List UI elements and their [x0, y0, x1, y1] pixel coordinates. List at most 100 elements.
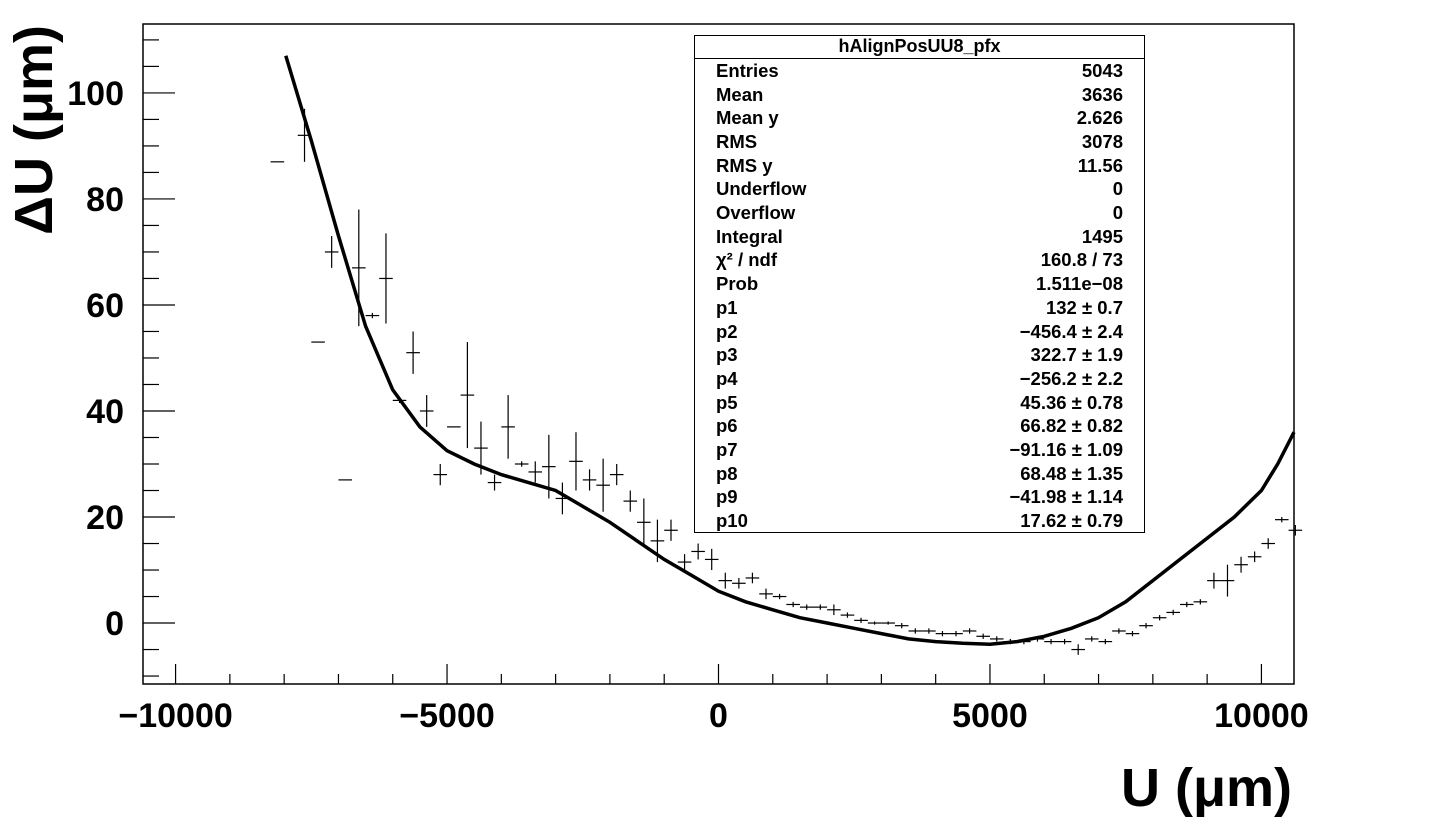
fit-curve	[284, 55, 1296, 646]
x-tick-label: 10000	[1214, 697, 1309, 735]
data-point	[989, 636, 1004, 642]
stats-value: −41.98 ± 1.14	[1009, 486, 1123, 508]
x-tick-label: 5000	[952, 697, 1028, 735]
stats-label: p8	[716, 462, 738, 484]
stats-row: RMS y 11.56	[716, 154, 1123, 178]
data-point	[664, 519, 678, 541]
stats-label: Mean y	[716, 107, 779, 129]
data-point	[867, 621, 882, 625]
stats-value: 5043	[1081, 59, 1123, 81]
data-point	[514, 461, 529, 467]
stats-row: p7 −91.16 ± 1.09	[716, 438, 1123, 462]
stats-label: p10	[716, 510, 748, 532]
data-point	[881, 621, 895, 625]
stats-value: 0	[1112, 202, 1123, 224]
stats-value: 17.62 ± 0.79	[1020, 510, 1123, 532]
data-point	[840, 612, 855, 618]
data-point	[1288, 524, 1303, 536]
data-point	[1166, 609, 1180, 616]
stats-value: 11.56	[1077, 154, 1123, 176]
stats-row: Underflow 0	[716, 178, 1123, 202]
stats-row: p1 132 ± 0.7	[716, 296, 1123, 320]
data-point	[976, 633, 990, 639]
stats-box: hAlignPosUU8_pfx Entries 5043 Mean 3636 Mean…	[694, 35, 1145, 533]
data-point	[691, 543, 705, 560]
stats-label: RMS y	[716, 154, 773, 176]
stats-row: Prob 1.511e−08	[716, 272, 1123, 296]
data-point	[1261, 538, 1275, 549]
data-point	[908, 628, 923, 634]
y-tick-label: 20	[86, 499, 124, 537]
stats-value: −91.16 ± 1.09	[1009, 439, 1123, 461]
data-point	[406, 331, 420, 374]
data-point	[799, 604, 814, 610]
data-point	[1274, 517, 1289, 523]
data-point	[1112, 628, 1126, 634]
data-point	[1125, 630, 1140, 637]
data-point	[935, 630, 950, 637]
data-point	[962, 628, 977, 634]
x-axis-title: U (μm)	[1121, 758, 1292, 818]
stats-row: p8 68.48 ± 1.35	[716, 462, 1123, 486]
data-point	[786, 601, 800, 608]
data-point	[1057, 638, 1072, 645]
data-point	[1247, 551, 1262, 563]
stats-label: p9	[716, 486, 738, 508]
stats-value: 132 ± 0.7	[1045, 296, 1123, 318]
data-point	[460, 342, 475, 449]
stats-row: Entries 5043	[716, 59, 1123, 83]
y-tick-label: 80	[86, 181, 124, 219]
stats-value: 3078	[1081, 130, 1123, 152]
stats-label: Integral	[716, 225, 783, 247]
x-tick-label: −5000	[399, 697, 495, 735]
stats-value: 322.7 ± 1.9	[1030, 344, 1123, 366]
data-point	[718, 572, 733, 589]
data-point	[854, 617, 868, 624]
data-point	[596, 458, 610, 512]
stats-row: Integral 1495	[716, 225, 1123, 249]
data-point	[487, 474, 502, 491]
data-point	[609, 464, 624, 486]
stats-label: Prob	[716, 273, 759, 295]
data-point	[623, 490, 638, 512]
stats-value: 0	[1112, 178, 1123, 200]
data-point	[501, 395, 515, 459]
stats-label: p2	[716, 320, 738, 342]
data-point	[732, 577, 746, 589]
data-point	[704, 548, 719, 571]
data-point	[772, 593, 787, 600]
stats-row: RMS 3078	[716, 130, 1123, 154]
stats-row: Mean y 2.626	[716, 106, 1123, 130]
data-point	[922, 628, 936, 634]
data-point	[813, 604, 828, 610]
data-point	[759, 588, 773, 600]
stats-value: −456.4 ± 2.4	[1019, 320, 1123, 342]
data-point	[582, 469, 597, 491]
x-axis-ticks: −10000 −5000 0 5000 10000	[118, 664, 1309, 735]
stats-row: p9 −41.98 ± 1.14	[716, 486, 1123, 510]
stats-row: p5 45.36 ± 0.78	[716, 391, 1123, 415]
data-point	[324, 236, 339, 268]
data-point	[365, 312, 380, 319]
data-point	[1044, 638, 1058, 645]
y-tick-label: 60	[86, 287, 124, 325]
stats-value: 2.626	[1076, 107, 1123, 129]
stats-value: 160.8 / 73	[1040, 249, 1123, 271]
y-axis-ticks: 0 20 40 60 80 100	[67, 39, 175, 677]
stats-value: 3636	[1081, 83, 1123, 105]
data-point	[894, 623, 909, 629]
data-point	[1193, 599, 1208, 605]
stats-value: 45.36 ± 0.78	[1020, 391, 1123, 413]
y-axis-title: ΔU (μm)	[4, 25, 64, 235]
data-point	[827, 604, 841, 616]
data-point	[1234, 556, 1248, 573]
stats-row: p3 322.7 ± 1.9	[716, 343, 1123, 367]
y-tick-label: 0	[105, 605, 124, 643]
stats-row: Overflow 0	[716, 201, 1123, 225]
stats-label: Mean	[716, 83, 764, 105]
data-point	[1220, 564, 1235, 597]
data-point	[677, 554, 692, 571]
stats-value: 1495	[1081, 225, 1123, 247]
data-points	[270, 108, 1303, 655]
